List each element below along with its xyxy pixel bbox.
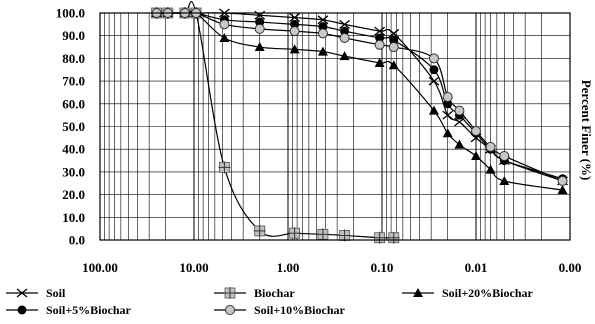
- legend-label: Soil: [46, 286, 66, 300]
- legend-item: Soil: [6, 286, 66, 300]
- data-point: [388, 42, 399, 53]
- y-tick-label: 30.0: [62, 164, 85, 179]
- data-point: [288, 227, 301, 240]
- legend-marker: [225, 305, 235, 315]
- legend-marker: [16, 288, 28, 298]
- y-tick-label: 100.0: [56, 6, 85, 21]
- legend-item: Biochar: [214, 286, 295, 300]
- y-tick-label: 10.0: [62, 210, 85, 225]
- data-point: [387, 231, 400, 244]
- data-point: [254, 42, 265, 52]
- x-tick-label: 0.01: [465, 260, 488, 275]
- legend-label: Soil+5%Biochar: [46, 303, 132, 317]
- data-point: [388, 28, 400, 38]
- data-point: [388, 60, 399, 70]
- data-point: [340, 26, 350, 36]
- y-tick-label: 70.0: [62, 74, 85, 89]
- data-point: [429, 65, 439, 75]
- data-point: [428, 53, 439, 64]
- data-point: [289, 44, 300, 54]
- data-point: [339, 51, 350, 61]
- data-point: [428, 76, 440, 86]
- x-tick-label: 100.00: [82, 260, 118, 275]
- y-tick-label: 90.0: [62, 28, 85, 43]
- plot-frame: [99, 12, 571, 241]
- data-point: [471, 126, 481, 137]
- y-tick-label: 20.0: [62, 187, 85, 202]
- data-point: [375, 33, 385, 43]
- data-point: [454, 105, 465, 116]
- data-point: [389, 35, 399, 45]
- data-point: [253, 224, 266, 237]
- data-point: [254, 23, 265, 34]
- data-point: [442, 91, 453, 102]
- data-point: [339, 19, 350, 29]
- data-point: [499, 175, 510, 185]
- legend-label: Biochar: [254, 286, 295, 300]
- data-point: [316, 228, 329, 241]
- data-point: [219, 32, 230, 42]
- data-point: [317, 28, 328, 39]
- x-tick-label: 1.00: [277, 260, 300, 275]
- legend-item: Soil+5%Biochar: [6, 303, 132, 317]
- data-point: [428, 105, 439, 115]
- y-tick-label: 40.0: [62, 142, 85, 157]
- legend-label: Soil+10%Biochar: [254, 303, 346, 317]
- data-point: [255, 17, 265, 27]
- data-point: [557, 185, 568, 195]
- data-point: [374, 57, 385, 67]
- y-axis-label: Percent Finer (%): [579, 80, 594, 181]
- data-point: [317, 15, 329, 25]
- grid-layer: [99, 12, 571, 241]
- data-point: [442, 128, 453, 138]
- data-point: [289, 13, 301, 23]
- data-point: [373, 231, 386, 244]
- x-tick-label: 0.00: [559, 260, 582, 275]
- data-point: [485, 141, 496, 152]
- data-point: [499, 151, 510, 162]
- data-point: [317, 46, 328, 56]
- axis-layer: 0.010.020.030.040.050.060.070.080.090.01…: [56, 6, 582, 276]
- y-tick-label: 0.0: [69, 233, 85, 248]
- legend-marker: [413, 288, 423, 297]
- data-point: [318, 22, 328, 32]
- data-point: [471, 151, 481, 161]
- y-tick-label: 60.0: [62, 96, 85, 111]
- data-point: [374, 26, 386, 36]
- data-point: [557, 175, 568, 186]
- data-point: [374, 39, 385, 50]
- legend-marker: [17, 305, 27, 315]
- data-point: [339, 32, 350, 43]
- x-tick-label: 0.10: [371, 260, 394, 275]
- legend-item: Soil+20%Biochar: [402, 286, 534, 300]
- data-point: [485, 164, 496, 174]
- legend-label: Soil+20%Biochar: [442, 286, 534, 300]
- y-tick-label: 80.0: [62, 51, 85, 66]
- legend: Soil Biochar Soil+20%Biochar Soil+5%Biochar…: [6, 286, 534, 317]
- x-tick-label: 10.00: [179, 260, 208, 275]
- data-point: [289, 26, 300, 37]
- data-point: [290, 19, 300, 29]
- legend-marker: [224, 287, 236, 299]
- legend-item: Soil+10%Biochar: [214, 303, 346, 317]
- data-point: [218, 161, 231, 174]
- data-point: [442, 110, 454, 120]
- y-tick-label: 50.0: [62, 119, 85, 134]
- data-point: [219, 19, 230, 30]
- data-point: [454, 139, 465, 149]
